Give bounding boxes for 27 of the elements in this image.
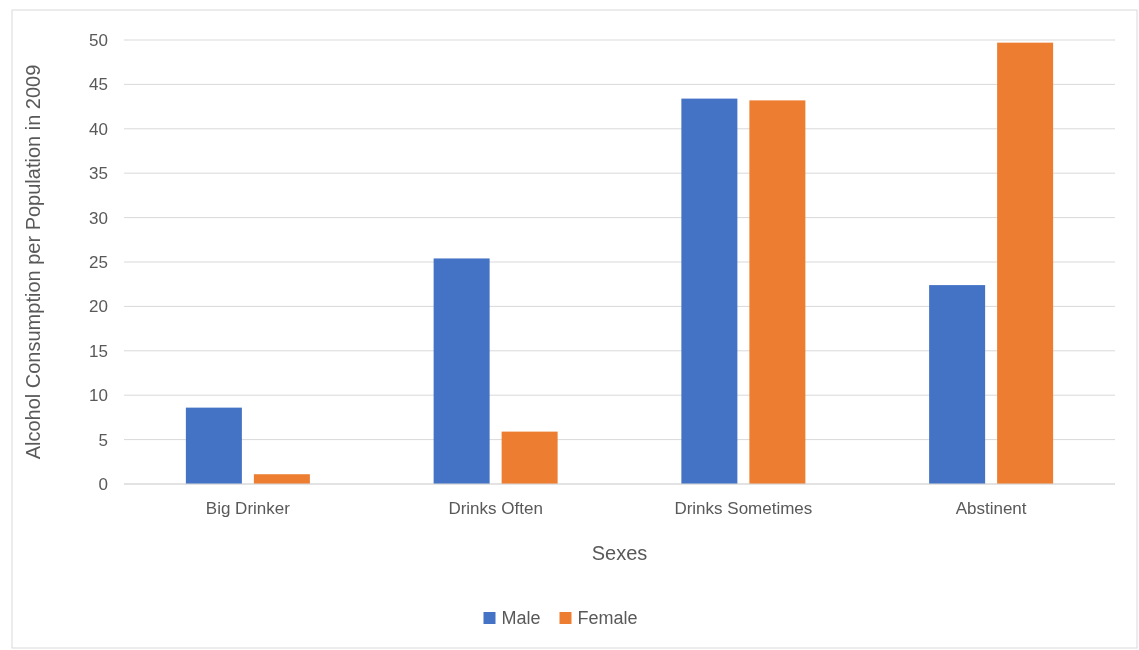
bar (185, 407, 242, 484)
bar (929, 285, 986, 484)
bar (681, 98, 738, 484)
y-tick-label: 45 (89, 75, 108, 95)
bar (749, 100, 806, 484)
x-tick-label: Big Drinker (205, 499, 291, 518)
y-tick-label: 30 (89, 208, 108, 228)
y-tick-label: 10 (89, 386, 108, 406)
x-tick-label: Abstinent (955, 499, 1027, 518)
bar (433, 258, 490, 484)
y-tick-label: 5 (98, 430, 108, 450)
y-tick-label: 40 (89, 119, 108, 139)
y-tick-label: 15 (89, 341, 108, 361)
bar (997, 42, 1054, 484)
bar (253, 474, 310, 484)
y-tick-label: 25 (89, 252, 108, 272)
y-tick-label: 0 (98, 474, 108, 494)
y-tick-label: 35 (89, 164, 108, 184)
x-axis-title: Sexes (591, 542, 648, 564)
y-tick-label: 20 (89, 297, 108, 317)
x-tick-label: Drinks Often (448, 499, 543, 518)
y-tick-label: 50 (89, 30, 108, 50)
legend-label: Male (501, 608, 541, 629)
y-axis-title: Alcohol Consumption per Population in 2009 (22, 64, 44, 460)
bar (501, 431, 558, 484)
x-tick-label: Drinks Sometimes (674, 499, 813, 518)
legend-label: Female (577, 608, 638, 629)
